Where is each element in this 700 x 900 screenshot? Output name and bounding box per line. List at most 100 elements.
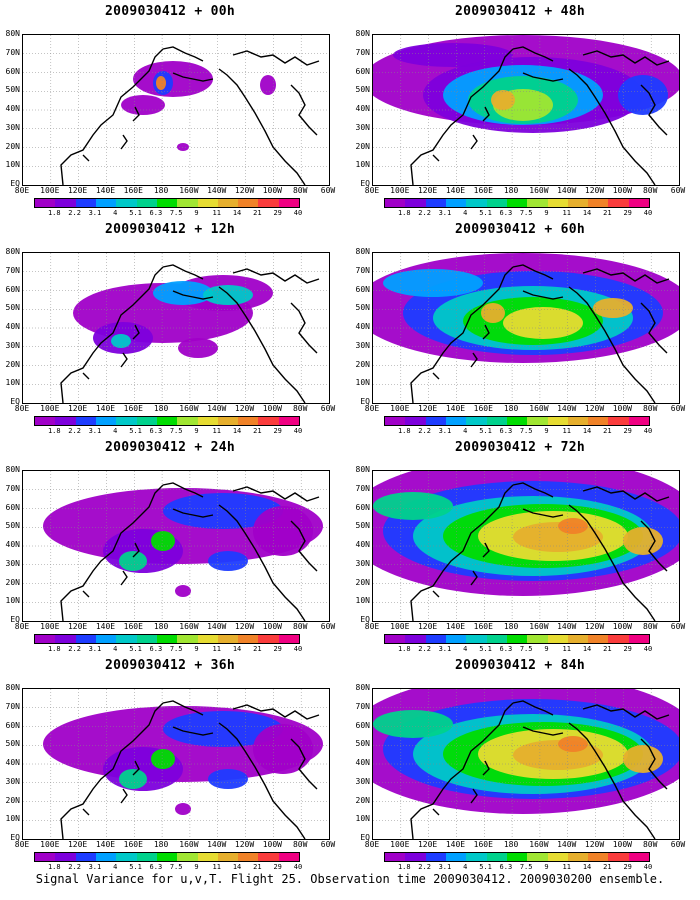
colorbar-swatch	[258, 199, 279, 207]
latitude-label: 70N	[5, 701, 20, 711]
colorbar-swatch	[197, 417, 218, 425]
latitude-label: 80N	[355, 683, 370, 692]
colorbar-label: 4	[463, 863, 468, 871]
colorbar-label: 4	[463, 427, 468, 435]
colorbar-swatch	[238, 635, 259, 643]
colorbar-swatch	[567, 417, 589, 425]
longitude-label: 160W	[179, 840, 199, 849]
longitude-label: 120E	[67, 840, 88, 849]
colorbar-swatch	[445, 853, 467, 861]
variance-contour	[513, 522, 603, 552]
longitude-label: 80E	[14, 186, 30, 195]
colorbar-label: 5.1	[479, 645, 492, 653]
longitude-label: 120E	[67, 622, 88, 631]
variance-contour	[163, 711, 283, 747]
colorbar-swatch	[177, 635, 198, 643]
colorbar-swatch	[385, 635, 406, 643]
latitude-label: 40N	[355, 104, 370, 113]
variance-contour-map	[23, 253, 329, 403]
longitude-label: 100W	[612, 622, 632, 631]
colorbar-swatch	[136, 853, 157, 861]
colorbar-label: 21	[253, 427, 262, 435]
colorbar-label: 3.1	[438, 209, 452, 217]
colorbar-label: 5.1	[129, 427, 142, 435]
latitude-label: 70N	[355, 483, 370, 493]
longitude-label: 180	[153, 186, 169, 195]
latitude-label: 80N	[355, 465, 370, 474]
variance-contour	[175, 803, 191, 815]
latitude-label: 80N	[5, 465, 20, 474]
longitude-label: 100E	[40, 404, 60, 413]
map-panel: 2009030412 + 00h 80N 70N 60N 50N 40N 30N 20N 10N…	[0, 0, 340, 222]
colorbar-swatch	[75, 635, 96, 643]
variance-contour	[208, 551, 248, 571]
colorbar-label: 5.1	[479, 863, 492, 871]
latitude-label: 50N	[355, 85, 370, 95]
longitude-label: 140E	[95, 404, 116, 413]
longitude-label: 120E	[67, 404, 88, 413]
map-panel: 2009030412 + 84h 80N 70N 60N 50N 40N 30N 20N 10N…	[350, 654, 690, 876]
colorbar-swatch	[35, 199, 56, 207]
colorbar-label: 14	[232, 863, 242, 871]
colorbar	[34, 416, 300, 426]
longitude-label: 80W	[642, 186, 658, 195]
colorbar-swatch	[527, 199, 548, 207]
colorbar-swatch	[35, 635, 56, 643]
latitude-label: 50N	[5, 85, 20, 95]
colorbar-label: 11	[212, 427, 221, 435]
colorbar-label: 14	[582, 427, 592, 435]
longitude-label: 60W	[320, 404, 336, 413]
panel-title: 2009030412 + 72h	[454, 440, 586, 455]
longitude-label: 80W	[292, 840, 308, 849]
colorbar-swatch	[385, 199, 406, 207]
colorbar-label: 29	[623, 645, 632, 653]
colorbar-label: 29	[273, 645, 282, 653]
longitude-label: 160W	[179, 622, 199, 631]
latitude-label: 30N	[5, 776, 20, 786]
latitude-label: 20N	[355, 795, 370, 805]
longitude-label: 100E	[390, 840, 410, 849]
variance-contour	[513, 740, 603, 770]
longitude-label: 180	[503, 404, 519, 413]
latitude-label: 20N	[5, 359, 20, 369]
colorbar-label: 6.3	[499, 427, 513, 435]
longitude-label: 120W	[234, 840, 255, 849]
colorbar-swatch	[258, 635, 279, 643]
colorbar-swatch	[547, 417, 568, 425]
longitude-label: 160E	[473, 622, 493, 631]
colorbar-swatch	[35, 853, 56, 861]
latitude-label: 80N	[5, 247, 20, 256]
colorbar-swatch	[567, 853, 589, 861]
latitude-label: EQ	[360, 615, 370, 624]
variance-contour	[481, 303, 505, 323]
latitude-label: 80N	[355, 247, 370, 256]
colorbar-label: 11	[562, 427, 571, 435]
colorbar-label: 11	[562, 863, 571, 871]
longitude-label: 120W	[234, 404, 255, 413]
colorbar-swatch	[75, 417, 96, 425]
colorbar-swatch	[527, 853, 548, 861]
colorbar-label: 29	[273, 427, 282, 435]
colorbar-swatch	[425, 635, 446, 643]
map-plot	[22, 252, 330, 404]
colorbar-label: 4	[113, 863, 118, 871]
latitude-label: 40N	[355, 758, 370, 767]
colorbar-swatch	[238, 853, 259, 861]
latitude-label: 40N	[5, 540, 20, 549]
variance-contour	[133, 61, 213, 97]
colorbar-label: 4	[113, 645, 118, 653]
colorbar-label: 14	[582, 209, 592, 217]
longitude-label: 120E	[417, 622, 438, 631]
colorbar-swatch	[506, 199, 528, 207]
longitude-label: 180	[503, 840, 519, 849]
variance-contour	[111, 334, 131, 348]
colorbar-label: 40	[643, 863, 653, 871]
colorbar-label: 14	[232, 427, 242, 435]
colorbar-swatch	[238, 417, 259, 425]
latitude-label: 30N	[5, 558, 20, 568]
colorbar-label: 40	[643, 209, 653, 217]
colorbar-label: 14	[232, 645, 242, 653]
colorbar-swatch	[177, 199, 198, 207]
variance-contour	[253, 724, 313, 774]
colorbar-swatch	[425, 417, 446, 425]
